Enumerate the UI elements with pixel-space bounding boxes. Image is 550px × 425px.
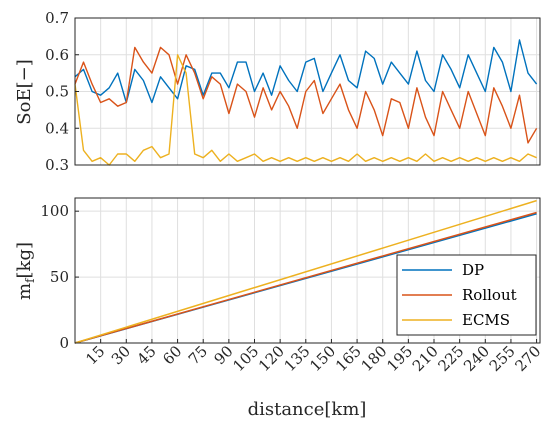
soe-y-ticks: 0.3 0.4 0.5 0.6 0.7 — [45, 9, 79, 174]
x-tick-label: 15 — [82, 342, 108, 368]
soe-series-line-2 — [74, 46, 538, 144]
soe-y-tick-label: 0.7 — [45, 9, 69, 27]
soe-y-tick-label: 0.6 — [45, 46, 69, 64]
x-tick-label: 270 — [511, 342, 544, 375]
fuel-x-ticks: 15 30 45 60 75 901051201351501651801952102252… — [82, 339, 544, 375]
soe-panel: 0.3 0.4 0.5 0.6 0.7 SoE[−] — [14, 9, 541, 174]
legend-label-dp: DP — [462, 261, 484, 279]
x-tick-label: 45 — [134, 342, 160, 368]
soe-y-tick-label: 0.3 — [45, 156, 69, 174]
fuel-y-axis-label: mf[kg] — [14, 242, 37, 300]
fuel-y-ticks: 0 50 100 — [40, 202, 79, 352]
x-tick-label: 60 — [159, 342, 185, 368]
fuel-series-line-rollout — [74, 211, 537, 344]
legend-label-ecms: ECMS — [462, 311, 510, 329]
soe-grid — [75, 17, 540, 166]
x-tick-label: 75 — [185, 342, 211, 368]
fuel-y-tick-label: 100 — [40, 202, 69, 220]
soe-y-tick-label: 0.4 — [45, 119, 69, 137]
fuel-y-tick-label: 0 — [59, 334, 69, 352]
fuel-panel: 0 50 100 15 30 45 60 75 90105120135150165180195… — [14, 197, 544, 420]
legend-label-rollout: Rollout — [462, 286, 517, 304]
soe-series — [74, 39, 538, 166]
soe-series-line-1 — [74, 39, 538, 104]
legend-items: DP Rollout ECMS — [402, 261, 517, 329]
fuel-axes-frame — [74, 197, 541, 344]
legend: DP Rollout ECMS — [396, 254, 537, 336]
fuel-series — [74, 199, 537, 344]
soe-series-line-3 — [74, 54, 537, 166]
fuel-y-tick-label: 50 — [50, 268, 69, 286]
x-axis-label: distance[km] — [248, 399, 367, 420]
x-tick-label: 30 — [108, 342, 134, 368]
fuel-series-line-ecms — [74, 199, 537, 344]
soe-y-axis-label: SoE[−] — [14, 59, 35, 124]
soe-y-tick-label: 0.5 — [45, 83, 69, 101]
